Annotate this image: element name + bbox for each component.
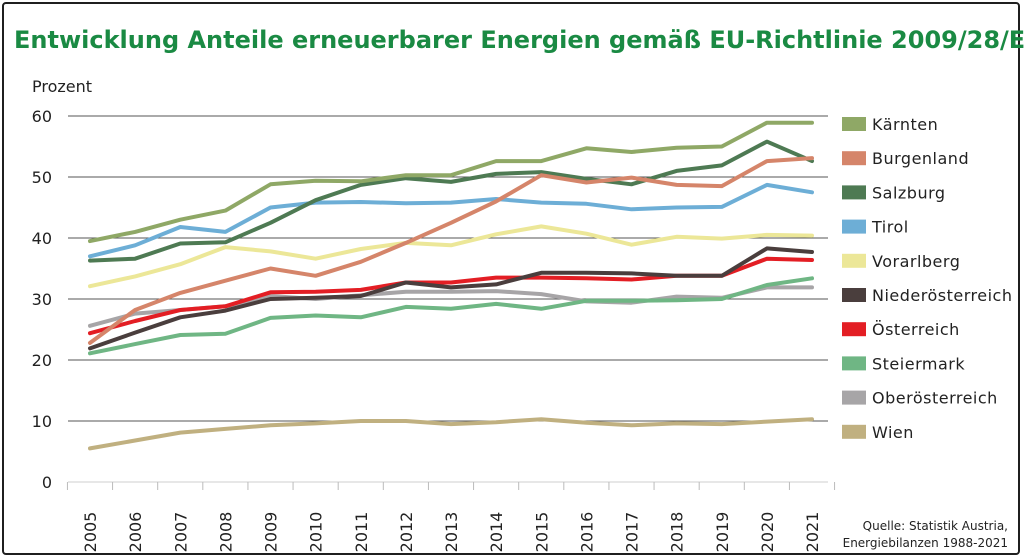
chart-title: Entwicklung Anteile erneuerbarer Energie…	[14, 26, 1024, 54]
series-line-niederösterreich	[88, 246, 814, 351]
series-line-burgenland	[88, 156, 814, 345]
legend-swatch-wien	[842, 424, 866, 439]
legend: Kärnten Burgenland Salzburg Tirol Vorarlberg…	[842, 115, 1012, 442]
x-tick-label: 2012	[397, 512, 416, 553]
legend-label-salzburg: Salzburg	[872, 183, 946, 202]
x-tick-label: 2014	[487, 512, 506, 553]
legend-swatch-oberösterreich	[842, 390, 866, 405]
legend-swatch-niederösterreich	[842, 288, 866, 302]
x-tick-label: 2020	[758, 512, 777, 553]
legend-label-steiermark: Steiermark	[872, 354, 965, 373]
legend-label-oberösterreich: Oberösterreich	[872, 389, 998, 408]
series-line-steiermark	[88, 276, 814, 356]
series-lines	[88, 120, 814, 451]
source-note: Quelle: Statistik Austria, Energiebilanz…	[843, 519, 1008, 550]
x-tick-label: 2019	[713, 512, 732, 553]
source-line-1: Quelle: Statistik Austria,	[863, 519, 1008, 533]
x-tick-label: 2009	[262, 512, 281, 553]
legend-label-österreich: Österreich	[872, 320, 960, 339]
x-tick-labels: 2005 2006 2007 2008 2009 2010 2011 2012 2013 2014…	[81, 512, 822, 553]
legend-label-niederösterreich: Niederösterreich	[872, 286, 1012, 305]
legend-swatch-kärnten	[842, 117, 866, 131]
source-line-2: Energiebilanzen 1988-2021	[843, 536, 1008, 550]
legend-swatch-österreich	[842, 322, 866, 337]
x-tick-label: 2006	[126, 512, 145, 553]
x-tick-label: 2016	[577, 512, 596, 553]
x-tick-label: 2008	[216, 512, 235, 553]
y-tick-label: 0	[42, 473, 52, 492]
x-tick-label: 2007	[171, 512, 190, 553]
x-tick-label: 2011	[352, 512, 371, 553]
legend-label-tirol: Tirol	[871, 218, 909, 237]
series-line-kärnten	[88, 120, 814, 244]
x-tick-label: 2010	[307, 512, 326, 553]
x-tick-label: 2005	[81, 512, 100, 553]
x-tick-label: 2015	[532, 512, 551, 553]
series-line-wien	[88, 417, 814, 451]
legend-swatch-vorarlberg	[842, 253, 866, 268]
series-line-tirol	[88, 182, 814, 259]
legend-swatch-burgenland	[842, 151, 866, 166]
legend-label-kärnten: Kärnten	[872, 115, 938, 134]
y-tick-label: 60	[32, 107, 52, 126]
x-tick-label: 2017	[623, 512, 642, 553]
y-tick-label: 40	[32, 229, 52, 248]
y-tick-label: 10	[32, 412, 52, 431]
x-tick-label: 2013	[442, 512, 461, 553]
legend-label-vorarlberg: Vorarlberg	[872, 252, 960, 271]
x-tick-label: 2021	[803, 512, 822, 553]
x-tick-label: 2018	[668, 512, 687, 553]
y-axis-label: Prozent	[32, 77, 92, 96]
series-line-salzburg	[88, 139, 814, 263]
legend-swatch-tirol	[842, 219, 866, 234]
y-tick-label: 30	[32, 290, 52, 309]
legend-label-burgenland: Burgenland	[872, 149, 969, 168]
y-tick-labels: 0 10 20 30 40 50 60	[32, 107, 52, 492]
legend-label-wien: Wien	[872, 423, 914, 442]
legend-swatch-steiermark	[842, 356, 866, 371]
y-tick-label: 20	[32, 351, 52, 370]
series-line-vorarlberg	[88, 224, 814, 289]
y-tick-label: 50	[32, 168, 52, 187]
legend-swatch-salzburg	[842, 185, 866, 200]
